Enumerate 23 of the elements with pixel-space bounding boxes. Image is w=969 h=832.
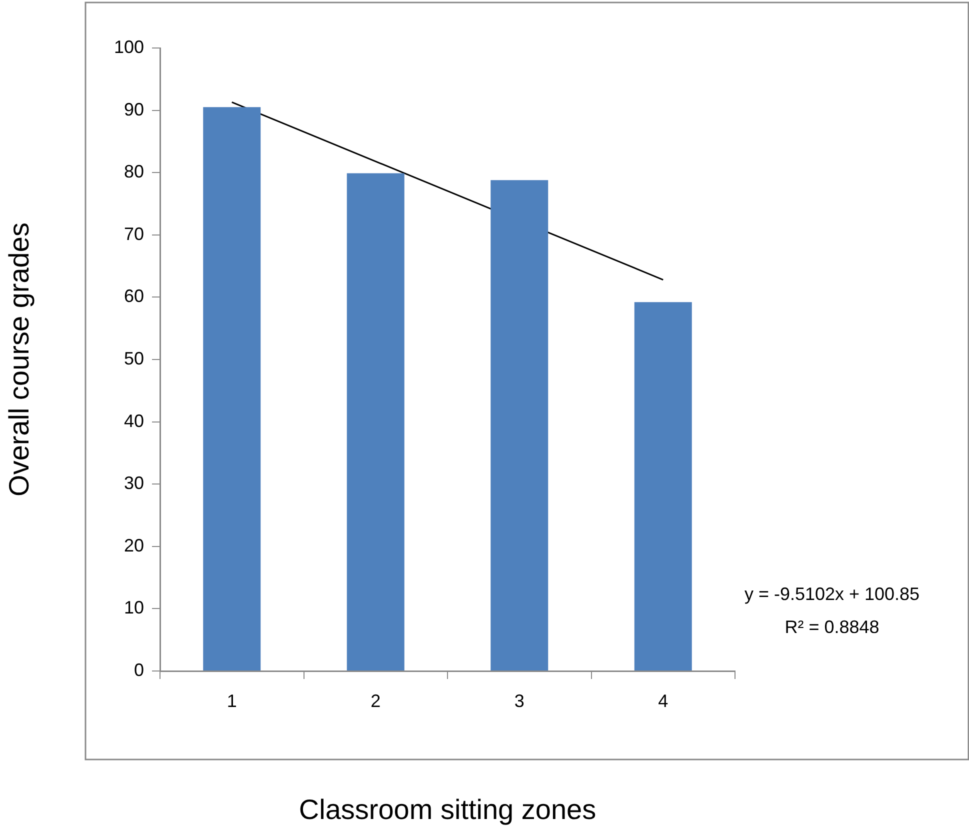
text: R² = 0.8848 [784,616,880,637]
y-tick-label: 0 [134,660,144,680]
y-tick-label: 90 [124,99,144,120]
x-tick-label: 1 [226,690,237,711]
y-tick-label: 10 [124,598,144,618]
bar [634,302,692,670]
text: y = -9.5102x + 100.85 [744,584,920,604]
y-tick-label: 80 [124,162,144,182]
y-tick-label: 50 [124,348,144,368]
y-tick-label: 30 [124,473,144,494]
bar [490,180,548,670]
bar [346,173,404,670]
y-tick-label: 60 [124,286,144,306]
x-tick-label: 4 [658,690,668,711]
x-tick-label: 3 [514,690,524,711]
y-tick-label: 20 [124,535,144,556]
y-tick-label: 70 [124,224,144,244]
bar [203,107,261,670]
y-axis-title: Overall course grades [4,222,35,496]
x-axis-title: Classroom sitting zones [298,794,596,825]
y-tick-label: 40 [124,410,144,431]
x-tick-label: 2 [370,690,381,711]
y-tick-label: 100 [114,36,144,57]
